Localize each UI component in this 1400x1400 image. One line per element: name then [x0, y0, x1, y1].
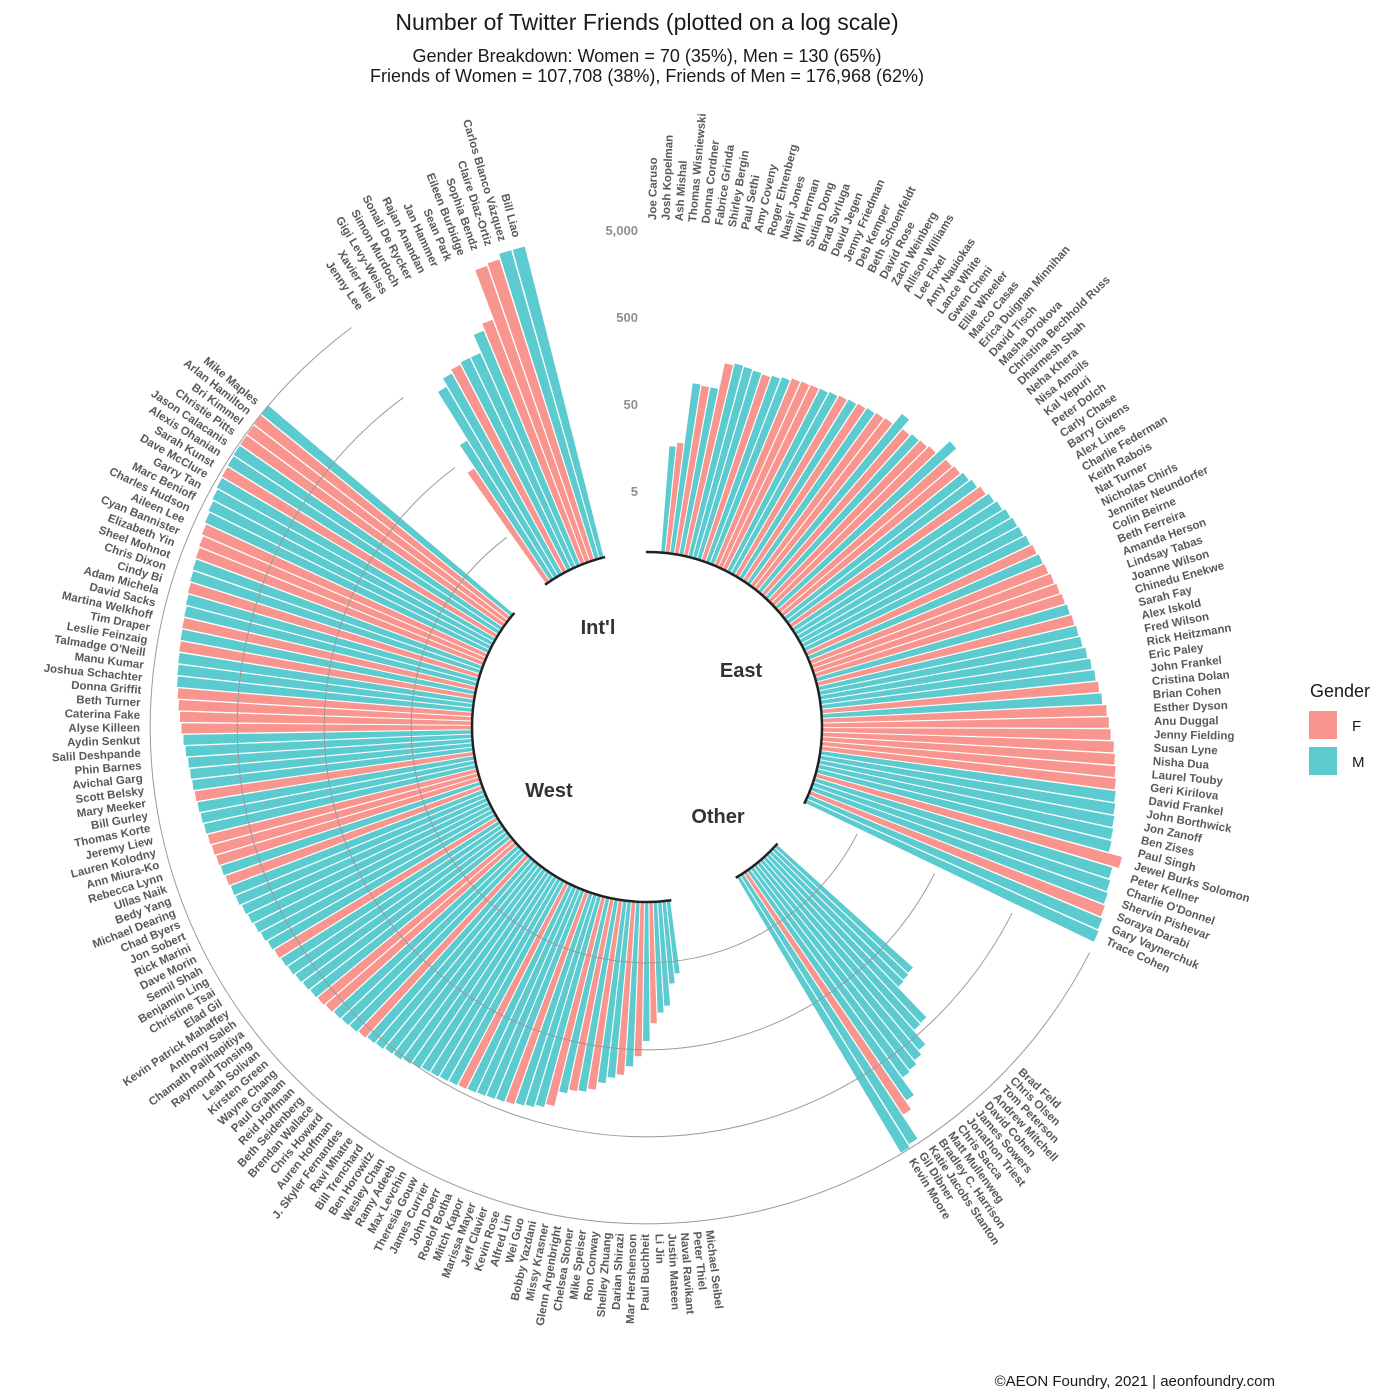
name-label: Mar Hershenson — [625, 1234, 639, 1324]
group-baseline-arc — [544, 555, 606, 586]
legend: Gender F M — [1309, 681, 1370, 775]
name-label: Alyse Killeen — [68, 723, 140, 735]
chart-subtitle-friends: Friends of Women = 107,708 (38%), Friend… — [370, 66, 924, 86]
gridline-arc — [149, 327, 1091, 1225]
group-labels: East Other West Int'l — [525, 617, 762, 828]
group-label: East — [720, 660, 763, 682]
name-label: Paul Buchheit — [640, 1234, 652, 1311]
tick-label: 500 — [616, 310, 638, 325]
legend-label-f: F — [1352, 718, 1361, 735]
gridline-arc — [323, 467, 936, 1051]
name-label: Josh Kopelman — [661, 135, 676, 221]
name-label: Naval Ravikant — [678, 1232, 696, 1315]
name-label: Darian Shirazi — [611, 1233, 627, 1310]
name-label: Donna Griffit — [71, 680, 142, 697]
gridline-arc — [410, 537, 858, 964]
group-baseline-arc — [645, 550, 824, 805]
gridline-arc — [236, 397, 1013, 1138]
name-label: Caterina Fake — [65, 708, 141, 722]
chart-subtitle-gender: Gender Breakdown: Women = 70 (35%), Men … — [413, 46, 882, 66]
tick-label: 5,000 — [605, 223, 638, 238]
name-label: Anu Duggal — [1154, 715, 1219, 728]
bars-layer — [176, 245, 1123, 1154]
legend-title: Gender — [1310, 681, 1370, 701]
tick-label: 5 — [631, 484, 638, 499]
tick-label: 50 — [624, 397, 638, 412]
name-label: Li Jin — [653, 1234, 666, 1264]
radial-axis-ticks: 5 50 500 5,000 — [605, 223, 638, 499]
group-label: West — [525, 780, 573, 802]
name-label: Joe Caruso — [647, 157, 660, 220]
name-label: Phin Barnes — [74, 760, 142, 777]
name-label: Susan Lyne — [1153, 743, 1218, 758]
name-label: Esther Dyson — [1153, 700, 1228, 715]
chart-title: Number of Twitter Friends (plotted on a … — [395, 9, 898, 35]
name-label: Justin Mateen — [665, 1233, 681, 1310]
name-label: Brian Cohen — [1153, 685, 1222, 701]
name-label: Peter Thiel — [690, 1231, 708, 1291]
name-label: Ash Mishal — [674, 160, 690, 221]
name-label: Salil Deshpande — [52, 748, 141, 765]
legend-label-m: M — [1352, 754, 1365, 771]
group-baselines — [470, 550, 824, 904]
legend-swatch-f — [1309, 711, 1337, 739]
name-label: Beth Turner — [76, 694, 141, 709]
group-label: Other — [691, 806, 745, 828]
name-label: Aydin Senkut — [67, 735, 141, 749]
name-label: Nisha Dua — [1152, 756, 1210, 772]
caption: ©AEON Foundry, 2021 | aeonfoundry.com — [995, 1373, 1275, 1390]
gridlines-layer — [149, 327, 1091, 1225]
legend-swatch-m — [1309, 747, 1337, 775]
name-label: Jenny Fielding — [1154, 729, 1235, 742]
group-baseline-arc — [735, 842, 779, 879]
group-label: Int'l — [581, 617, 616, 639]
group-baseline-arc — [470, 612, 672, 904]
